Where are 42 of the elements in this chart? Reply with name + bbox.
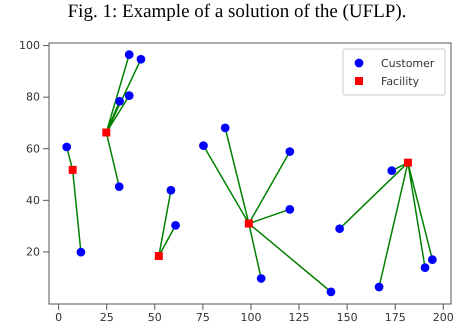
point: [62, 142, 72, 152]
point: [326, 288, 336, 296]
point: [285, 147, 294, 156]
point: [171, 220, 180, 230]
point: [335, 224, 344, 234]
point: [76, 248, 86, 257]
y-tick-label: 100: [19, 39, 40, 52]
y-tick-label: 40: [26, 194, 40, 207]
point: [124, 50, 134, 59]
point: [428, 255, 437, 264]
point: [244, 220, 253, 228]
point: [114, 182, 124, 192]
point: [199, 141, 208, 150]
x-tick-label: 175: [384, 310, 406, 324]
point: [166, 186, 176, 195]
point: [374, 282, 384, 292]
point: [154, 252, 163, 260]
point: [136, 54, 146, 64]
point: [115, 96, 124, 106]
x-tick-label: 150: [336, 310, 358, 324]
chart-title: Fig. 1: Example of a solution of the (UFLP).: [68, 1, 406, 22]
x-tick-label: 0: [55, 310, 62, 324]
point: [387, 166, 396, 176]
point: [256, 274, 266, 283]
point: [102, 128, 110, 136]
point: [124, 91, 134, 100]
y-tick-label: 20: [26, 245, 40, 258]
y-tick-label: 80: [26, 90, 40, 104]
point: [420, 263, 430, 272]
point: [404, 158, 412, 167]
x-tick-label: 50: [148, 310, 162, 324]
x-tick-label: 25: [100, 310, 114, 324]
x-tick-label: 125: [288, 310, 310, 324]
legend-label: Customer: [381, 57, 435, 70]
y-tick-label: 60: [26, 142, 40, 156]
point: [285, 204, 294, 214]
x-tick-label: 75: [196, 310, 210, 324]
x-tick-label: 100: [240, 310, 262, 324]
point: [68, 166, 77, 174]
point: [220, 123, 230, 132]
x-tick-label: 200: [432, 310, 454, 324]
legend-label: Facility: [381, 75, 420, 88]
